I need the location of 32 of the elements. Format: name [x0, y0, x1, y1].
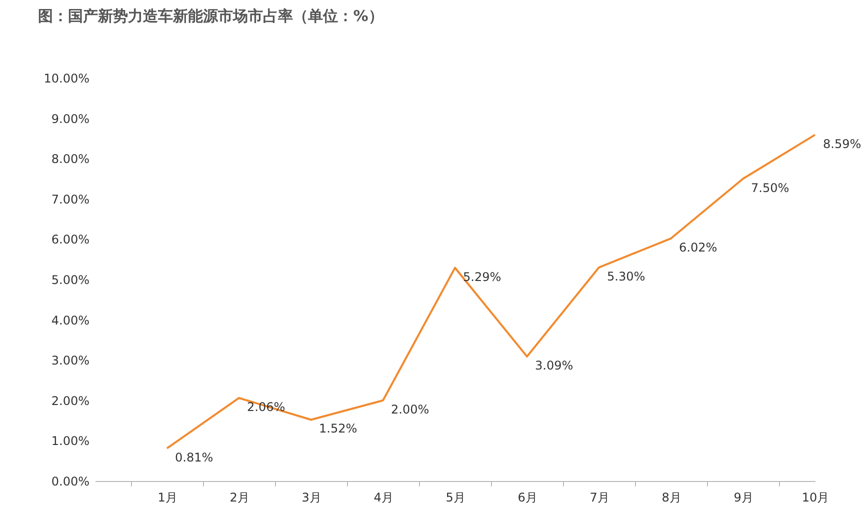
x-tick-label: 4月 [374, 490, 394, 504]
x-tick-label: 3月 [302, 490, 322, 504]
x-tick-label: 2月 [230, 490, 250, 504]
x-tick-label: 8月 [662, 490, 682, 504]
y-tick-label: 5.00% [51, 273, 90, 287]
y-tick-label: 10.00% [44, 72, 90, 86]
x-tick-label: 5月 [446, 490, 466, 504]
data-label: 2.00% [391, 402, 430, 416]
data-label: 5.29% [463, 270, 502, 284]
x-tick-label: 10月 [802, 490, 830, 504]
data-label: 3.09% [535, 358, 574, 372]
data-label: 1.52% [319, 422, 358, 436]
y-tick-label: 6.00% [51, 232, 90, 247]
x-tick-label: 6月 [518, 490, 538, 504]
y-tick-label: 2.00% [51, 394, 90, 408]
y-tick-label: 1.00% [51, 434, 90, 448]
y-tick-label: 9.00% [51, 112, 90, 126]
data-label: 8.59% [823, 136, 862, 151]
data-label: 6.02% [679, 240, 718, 254]
chart-title: 图：国产新势力造车新能源市场市占率（单位：%） [38, 7, 384, 25]
y-tick-label: 0.00% [51, 474, 90, 488]
y-tick-label: 7.00% [51, 192, 90, 206]
data-label: 0.81% [175, 450, 214, 464]
x-tick-label: 1月 [158, 490, 178, 504]
y-tick-label: 8.00% [51, 152, 90, 166]
line-series [166, 134, 816, 450]
x-tick-label: 7月 [590, 490, 610, 504]
data-label: 7.50% [751, 180, 790, 195]
x-tick-label: 9月 [734, 490, 754, 504]
y-tick-label: 3.00% [51, 354, 90, 368]
data-label: 5.30% [607, 269, 646, 284]
y-tick-label: 4.00% [51, 313, 90, 328]
